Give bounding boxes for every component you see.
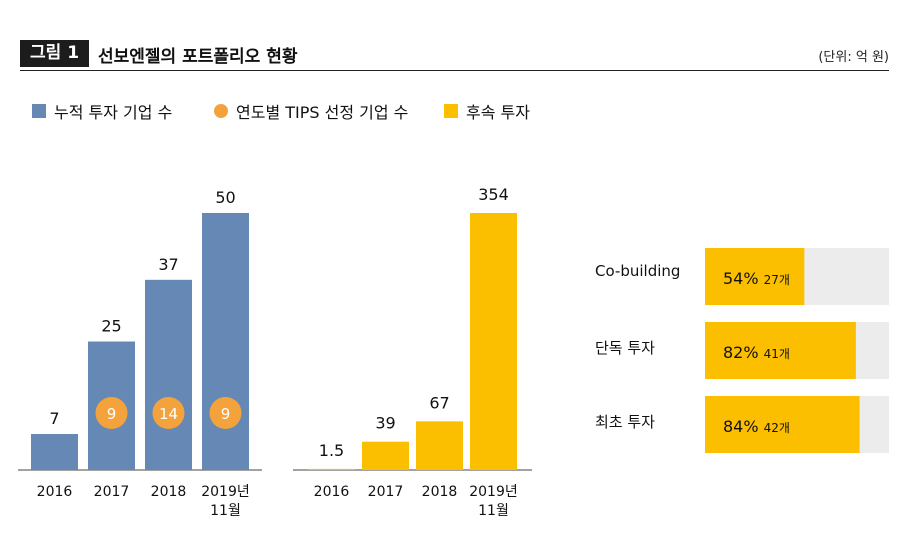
unit-label: (단위: 억 원) [818, 50, 889, 65]
value-label: 67 [429, 393, 449, 412]
percent-value: 54% [723, 269, 759, 288]
percent-label: 54% 27개 [723, 269, 790, 288]
category-label-first: 최초 투자 [595, 413, 655, 431]
x-tick-label: 2018 [151, 484, 187, 500]
legend-label: 연도별 TIPS 선정 기업 수 [236, 103, 409, 122]
bar-percent-단독 투자 [705, 322, 856, 379]
value-label: 354 [478, 185, 509, 204]
legend-square-yellow [444, 104, 458, 118]
tips-marker [209, 397, 242, 429]
value-label: 1.5 [319, 441, 344, 460]
x-tick-label: 2019년 [201, 484, 250, 500]
bar-percent-Co-building [705, 248, 805, 305]
x-tick-label: 2018 [422, 484, 458, 500]
legend-circle-orange [214, 104, 228, 118]
bar-follow-on-2019 [470, 213, 517, 470]
x-tick-label: 11월 [210, 503, 241, 519]
tips-label: 9 [107, 405, 117, 423]
bar-percent-최초 투자 [705, 396, 860, 453]
legend-square-blue [32, 104, 46, 118]
value-label: 37 [158, 255, 178, 274]
bar-follow-on-2018 [416, 421, 463, 470]
value-label: 39 [375, 414, 395, 433]
x-tick-label: 2016 [314, 484, 350, 500]
bar-cumulative-2016 [31, 434, 78, 470]
count-value: 27개 [764, 273, 790, 287]
bar-follow-on-2017 [362, 441, 409, 470]
percent-label: 84% 42개 [723, 417, 790, 436]
percent-value: 84% [723, 417, 759, 436]
x-tick-label: 2016 [37, 484, 73, 500]
x-tick-label: 11월 [478, 503, 509, 519]
tips-marker [152, 397, 185, 429]
tips-marker [95, 397, 128, 429]
bar-follow-on-2016 [308, 468, 355, 470]
count-value: 42개 [764, 421, 790, 435]
x-tick-label: 2017 [368, 484, 404, 500]
percent-value: 82% [723, 343, 759, 362]
count-value: 41개 [764, 347, 790, 361]
bar-cumulative-2019 [202, 213, 249, 470]
legend-label: 누적 투자 기업 수 [54, 103, 173, 122]
figure-label: 그림 1 [20, 40, 90, 67]
legend-label: 후속 투자 [466, 103, 530, 122]
category-label-solo: 단독 투자 [595, 339, 655, 357]
figure-title: 선보엔젤의 포트폴리오 현황 [98, 47, 298, 67]
x-tick-label: 2019년 [469, 484, 518, 500]
figure-header: 그림 1 선보엔젤의 포트폴리오 현황 (단위: 억 원) [20, 40, 889, 71]
tips-label: 14 [159, 405, 178, 423]
value-label: 25 [101, 317, 121, 336]
tips-label: 9 [221, 405, 231, 423]
x-tick-label: 2017 [94, 484, 130, 500]
percent-label: 82% 41개 [723, 343, 790, 362]
value-label: 50 [215, 188, 235, 207]
value-label: 7 [49, 409, 59, 428]
bar-cumulative-2018 [145, 279, 192, 470]
category-label-co-building: Co-building [595, 262, 681, 280]
